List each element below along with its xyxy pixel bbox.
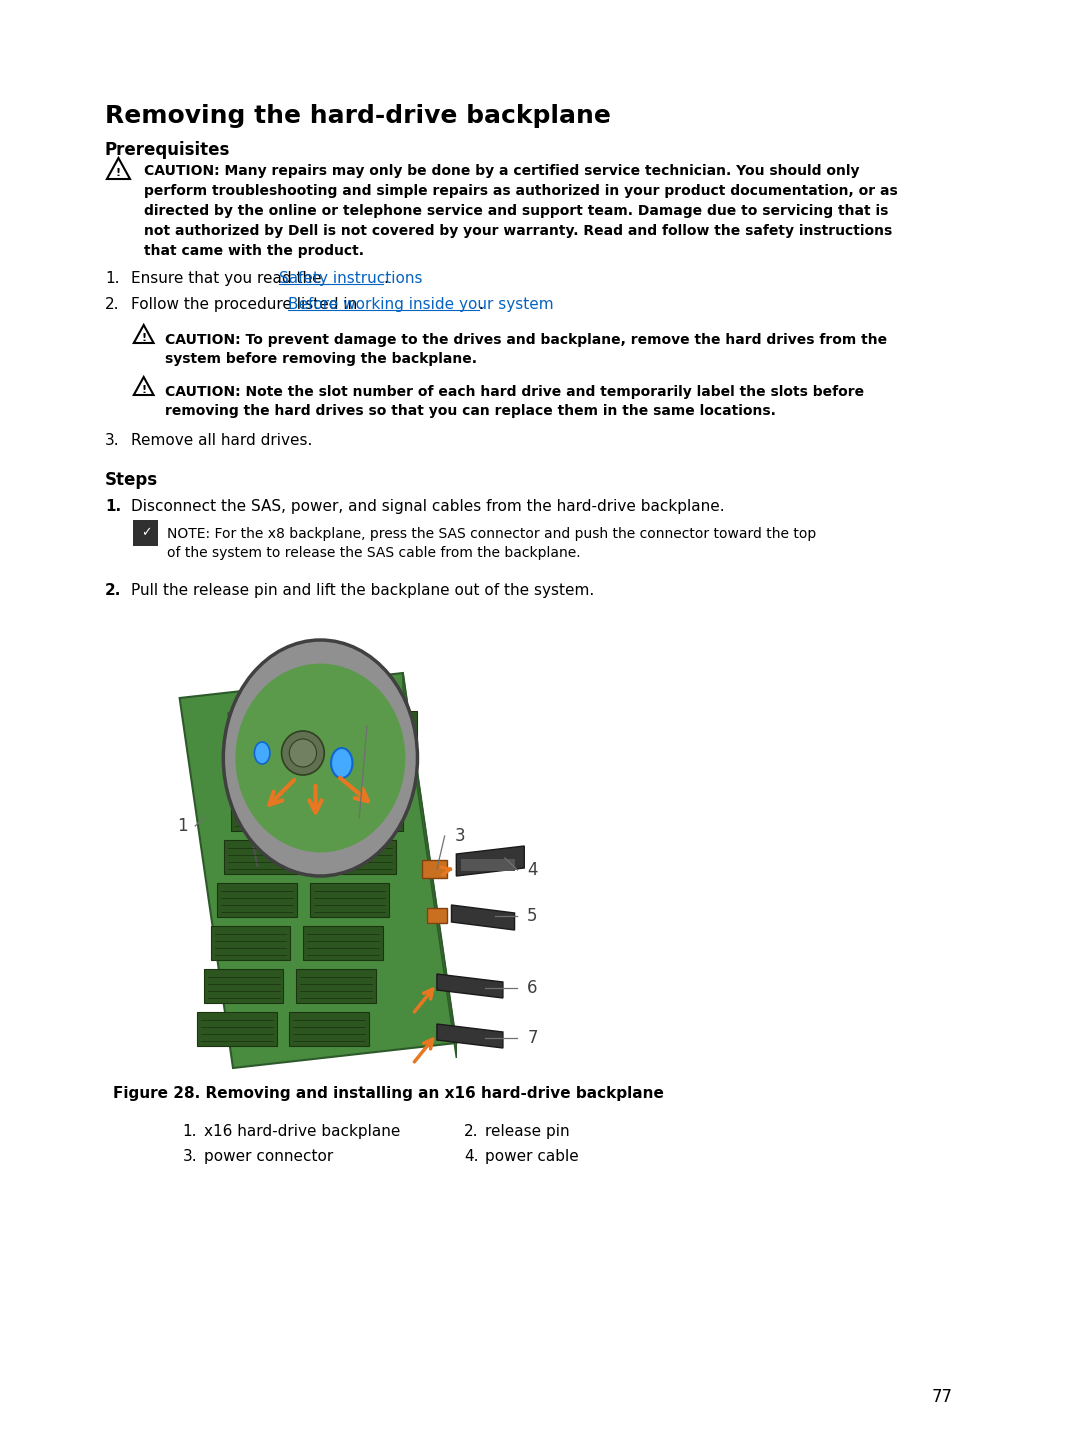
Text: 4.: 4.: [464, 1149, 478, 1164]
Text: Ensure that you read the: Ensure that you read the: [131, 271, 326, 285]
Text: power cable: power cable: [485, 1149, 579, 1164]
Text: ✓: ✓: [141, 526, 152, 539]
Text: Prerequisites: Prerequisites: [105, 141, 230, 159]
Polygon shape: [316, 840, 396, 873]
FancyBboxPatch shape: [133, 521, 159, 546]
Polygon shape: [245, 711, 324, 746]
Text: power connector: power connector: [204, 1149, 333, 1164]
Text: 2: 2: [379, 717, 389, 736]
Polygon shape: [225, 840, 303, 873]
Circle shape: [282, 731, 324, 774]
Polygon shape: [457, 846, 524, 876]
Text: 1.: 1.: [105, 499, 121, 513]
Polygon shape: [231, 797, 311, 830]
Text: Follow the procedure listed in: Follow the procedure listed in: [131, 297, 362, 313]
Text: 5: 5: [527, 906, 538, 925]
Text: CAUTION: To prevent damage to the drives and backplane, remove the hard drives f: CAUTION: To prevent damage to the drives…: [165, 333, 887, 347]
Polygon shape: [217, 883, 297, 916]
Text: .: .: [383, 271, 389, 285]
Text: release pin: release pin: [485, 1124, 570, 1139]
Text: .: .: [478, 297, 484, 313]
Text: 1.: 1.: [105, 271, 120, 285]
Polygon shape: [451, 905, 514, 931]
Text: NOTE: For the x8 backplane, press the SAS connector and push the connector towar: NOTE: For the x8 backplane, press the SA…: [167, 528, 816, 541]
Polygon shape: [403, 673, 457, 1058]
Ellipse shape: [224, 640, 418, 876]
Text: Disconnect the SAS, power, and signal cables from the hard-drive backplane.: Disconnect the SAS, power, and signal ca…: [131, 499, 725, 513]
Text: directed by the online or telephone service and support team. Damage due to serv: directed by the online or telephone serv…: [144, 204, 888, 218]
Polygon shape: [289, 1012, 369, 1045]
Polygon shape: [302, 926, 382, 959]
Polygon shape: [323, 797, 403, 830]
Polygon shape: [337, 711, 417, 746]
Polygon shape: [211, 926, 291, 959]
Text: 2.: 2.: [105, 297, 120, 313]
Text: system before removing the backplane.: system before removing the backplane.: [165, 351, 477, 366]
Text: 3: 3: [455, 827, 465, 845]
Text: CAUTION: Many repairs may only be done by a certified service technician. You sh: CAUTION: Many repairs may only be done b…: [144, 163, 860, 178]
Circle shape: [289, 739, 316, 767]
Text: Pull the release pin and lift the backplane out of the system.: Pull the release pin and lift the backpl…: [131, 584, 594, 598]
Text: x16 hard-drive backplane: x16 hard-drive backplane: [204, 1124, 401, 1139]
Text: Steps: Steps: [105, 470, 158, 489]
Polygon shape: [437, 974, 503, 998]
Polygon shape: [296, 969, 376, 1002]
Ellipse shape: [255, 741, 270, 764]
FancyBboxPatch shape: [461, 859, 514, 870]
Text: 1: 1: [177, 817, 187, 835]
Text: of the system to release the SAS cable from the backplane.: of the system to release the SAS cable f…: [167, 546, 581, 561]
Ellipse shape: [332, 749, 352, 779]
Ellipse shape: [235, 664, 405, 852]
Text: Before working inside your system: Before working inside your system: [288, 297, 554, 313]
FancyBboxPatch shape: [422, 860, 447, 878]
Polygon shape: [330, 754, 409, 789]
Text: removing the hard drives so that you can replace them in the same locations.: removing the hard drives so that you can…: [165, 404, 775, 417]
Polygon shape: [238, 754, 318, 789]
Text: 4: 4: [527, 860, 538, 879]
FancyBboxPatch shape: [428, 908, 447, 923]
Text: 1.: 1.: [183, 1124, 197, 1139]
Polygon shape: [197, 1012, 276, 1045]
Text: Removing the hard-drive backplane: Removing the hard-drive backplane: [105, 105, 610, 128]
Text: that came with the product.: that came with the product.: [144, 244, 364, 258]
Text: 2.: 2.: [105, 584, 121, 598]
Text: 3.: 3.: [105, 433, 120, 447]
Text: Safety instructions: Safety instructions: [279, 271, 422, 285]
Text: Figure 28. Removing and installing an x16 hard-drive backplane: Figure 28. Removing and installing an x1…: [113, 1086, 664, 1101]
Text: !: !: [141, 386, 146, 396]
Polygon shape: [310, 883, 389, 916]
Polygon shape: [437, 1024, 503, 1048]
Text: !: !: [116, 168, 121, 178]
Text: 2.: 2.: [464, 1124, 478, 1139]
Text: Remove all hard drives.: Remove all hard drives.: [131, 433, 312, 447]
Polygon shape: [204, 969, 283, 1002]
Text: 77: 77: [931, 1388, 953, 1405]
Polygon shape: [179, 673, 457, 1068]
Text: perform troubleshooting and simple repairs as authorized in your product documen: perform troubleshooting and simple repai…: [144, 184, 897, 198]
Text: not authorized by Dell is not covered by your warranty. Read and follow the safe: not authorized by Dell is not covered by…: [144, 224, 892, 238]
Text: 7: 7: [527, 1030, 538, 1047]
Text: 6: 6: [527, 979, 538, 997]
Text: 3.: 3.: [183, 1149, 198, 1164]
Text: !: !: [141, 333, 146, 343]
Text: CAUTION: Note the slot number of each hard drive and temporarily label the slots: CAUTION: Note the slot number of each ha…: [165, 384, 864, 399]
